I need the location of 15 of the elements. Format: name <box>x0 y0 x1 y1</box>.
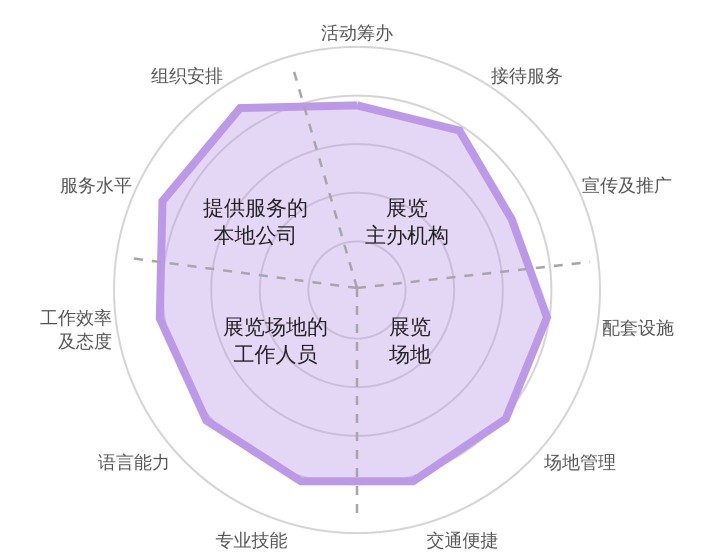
spoke-label: 组织安排 <box>151 66 224 88</box>
spoke-label: 专业技能 <box>215 530 288 552</box>
spoke-label: 语言能力 <box>98 452 170 474</box>
spoke-label: 服务水平 <box>60 175 132 196</box>
spoke-label: 交通便捷 <box>426 530 499 552</box>
spoke-label: 接待服务 <box>490 66 563 88</box>
text: 展览场地的工作人员 <box>223 315 328 366</box>
text: 提供服务的本地公司 <box>203 196 308 248</box>
spoke-label: 配套设施 <box>602 318 674 340</box>
spoke-label: 宣传及推广 <box>582 175 672 196</box>
spoke-label: 工作效率及态度 <box>40 308 112 352</box>
spoke-label: 场地管理 <box>543 452 616 474</box>
text: 展览场地 <box>388 315 431 366</box>
text: 展览主办机构 <box>365 196 449 248</box>
spoke-label: 活动筹办 <box>321 22 393 44</box>
